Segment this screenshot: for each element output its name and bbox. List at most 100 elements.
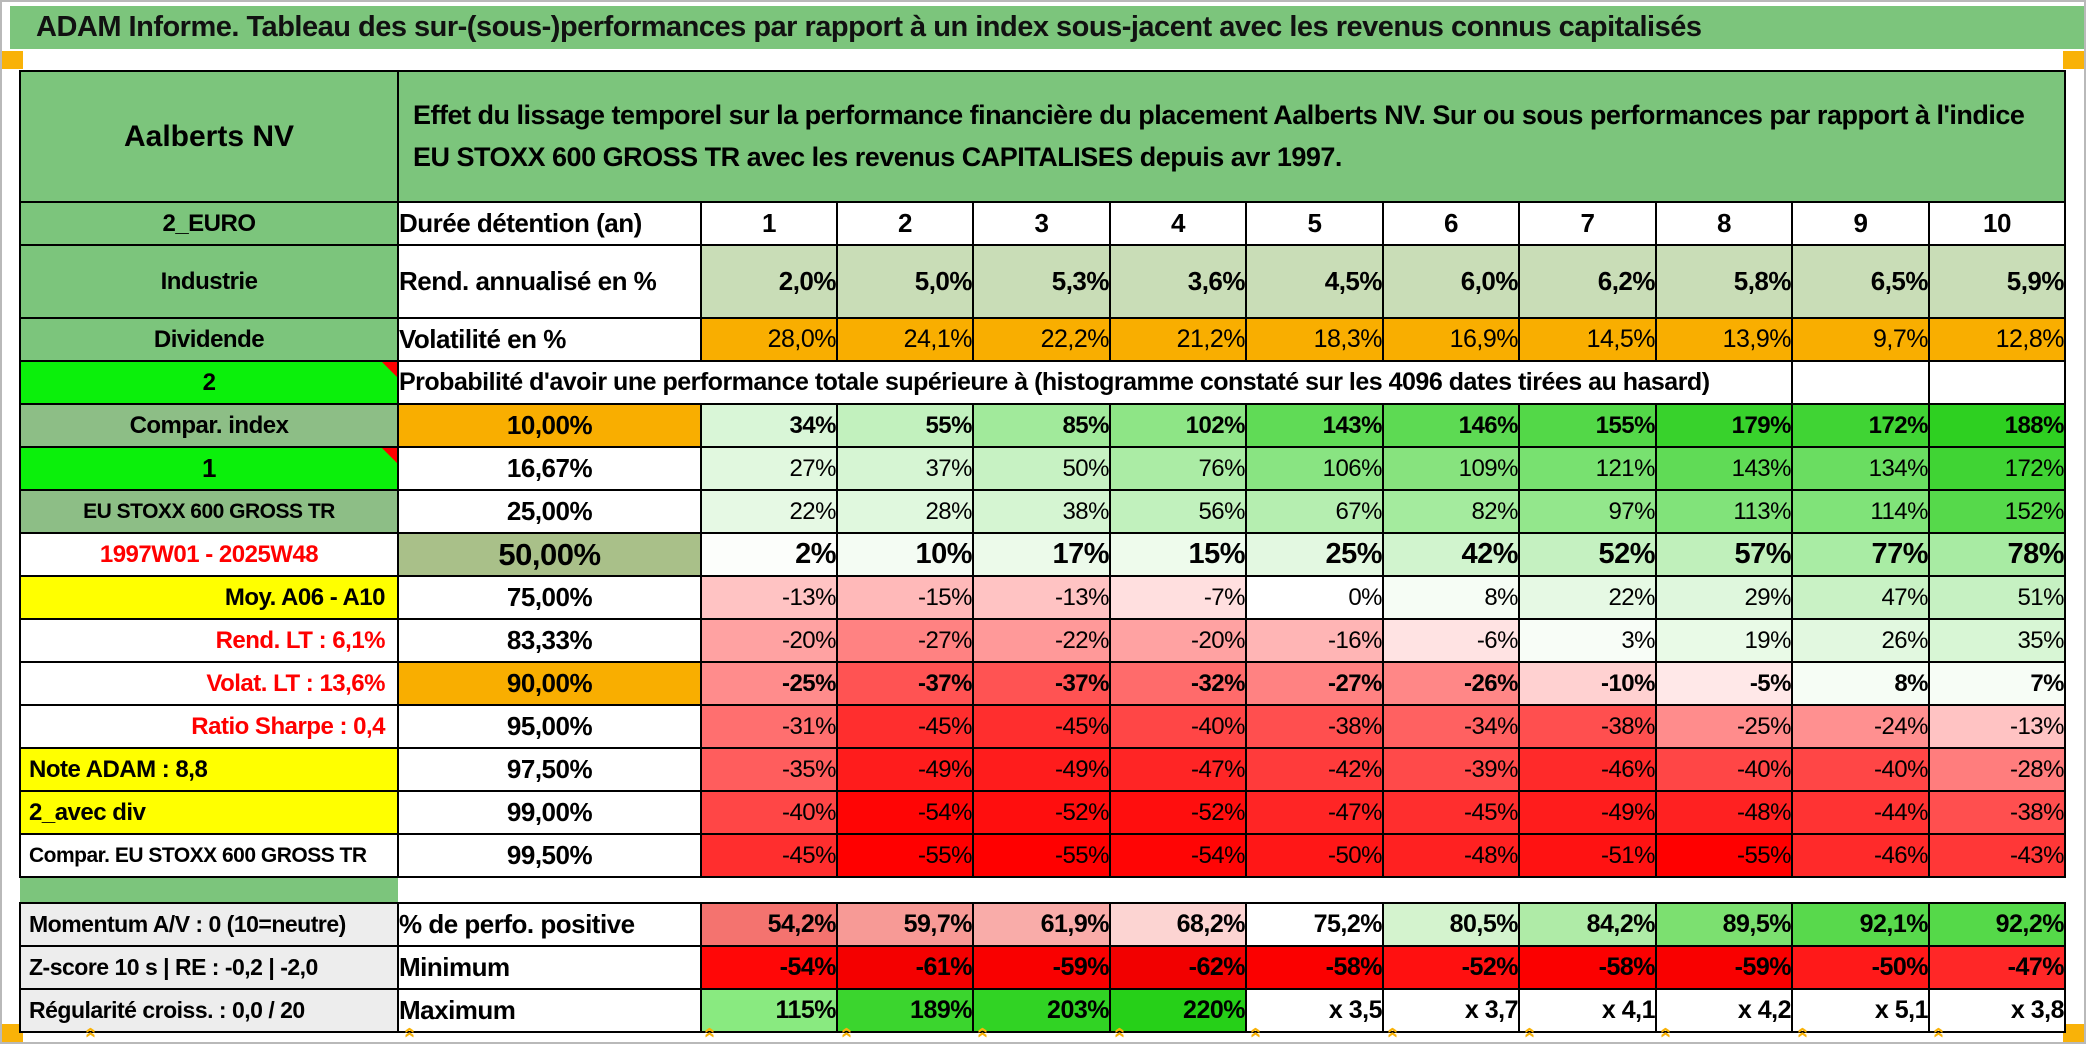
- cell-value-quantile-95-9[interactable]: -24%: [1791, 704, 1930, 749]
- cell-value-quantile-50-10[interactable]: 78%: [1928, 532, 2066, 577]
- cell-value-quantile-75-9[interactable]: 47%: [1791, 575, 1930, 620]
- cell-value-quantile-16-2[interactable]: 37%: [836, 446, 974, 491]
- cell-value-maximum-7[interactable]: x 4,1: [1518, 988, 1657, 1033]
- cell-value-quantile-25-5[interactable]: 67%: [1245, 489, 1384, 534]
- cell-label-volatilite[interactable]: Dividende: [19, 317, 399, 362]
- cell-value-quantile-25-1[interactable]: 22%: [700, 489, 838, 534]
- cell-value-perfo-positive-9[interactable]: 92,1%: [1791, 902, 1930, 947]
- cell-threshold-quantile-95[interactable]: 95,00%: [397, 704, 702, 749]
- cell-value-quantile-83-4[interactable]: -20%: [1109, 618, 1247, 663]
- cell-value-quantile-99-2[interactable]: -54%: [836, 790, 974, 835]
- cell-value-quantile-16-5[interactable]: 106%: [1245, 446, 1384, 491]
- cell-value-rendement-annualise-10[interactable]: 5,9%: [1928, 244, 2066, 319]
- cell-value-minimum-7[interactable]: -58%: [1518, 945, 1657, 990]
- cell-value-quantile-95-2[interactable]: -45%: [836, 704, 974, 749]
- cell-value-quantile-16-8[interactable]: 143%: [1655, 446, 1793, 491]
- cell-value-rendement-annualise-9[interactable]: 6,5%: [1791, 244, 1930, 319]
- cell-value-quantile-995-4[interactable]: -54%: [1109, 833, 1247, 878]
- cell-value-quantile-25-4[interactable]: 56%: [1109, 489, 1247, 534]
- cell-value-quantile-16-3[interactable]: 50%: [972, 446, 1111, 491]
- cell-threshold-minimum[interactable]: Minimum: [397, 945, 702, 990]
- cell-value-volatilite-2[interactable]: 24,1%: [836, 317, 974, 362]
- cell-value-quantile-95-10[interactable]: -13%: [1928, 704, 2066, 749]
- cell-value-quantile-975-9[interactable]: -40%: [1791, 747, 1930, 792]
- cell-value-quantile-90-9[interactable]: 8%: [1791, 661, 1930, 706]
- cell-value-quantile-10-3[interactable]: 85%: [972, 403, 1111, 448]
- cell-value-perfo-positive-6[interactable]: 80,5%: [1382, 902, 1520, 947]
- cell-value-maximum-9[interactable]: x 5,1: [1791, 988, 1930, 1033]
- cell-value-quantile-10-2[interactable]: 55%: [836, 403, 974, 448]
- cell-value-perfo-positive-4[interactable]: 68,2%: [1109, 902, 1247, 947]
- cell-label-quantile-25[interactable]: EU STOXX 600 GROSS TR: [19, 489, 399, 534]
- cell-value-quantile-99-5[interactable]: -47%: [1245, 790, 1384, 835]
- cell-value-quantile-90-7[interactable]: -10%: [1518, 661, 1657, 706]
- cell-value-quantile-83-7[interactable]: 3%: [1518, 618, 1657, 663]
- cell-value-quantile-75-2[interactable]: -15%: [836, 575, 974, 620]
- cell-value-quantile-975-8[interactable]: -40%: [1655, 747, 1793, 792]
- cell-value-maximum-3[interactable]: 203%: [972, 988, 1111, 1033]
- cell-value-duree-detention-8[interactable]: 8: [1655, 201, 1793, 246]
- cell-threshold-quantile-75[interactable]: 75,00%: [397, 575, 702, 620]
- cell-threshold-quantile-16[interactable]: 16,67%: [397, 446, 702, 491]
- cell-label-rendement-annualise[interactable]: Industrie: [19, 244, 399, 319]
- cell-value-quantile-75-3[interactable]: -13%: [972, 575, 1111, 620]
- cell-value-maximum-5[interactable]: x 3,5: [1245, 988, 1384, 1033]
- cell-value-quantile-90-10[interactable]: 7%: [1928, 661, 2066, 706]
- cell-label-quantile-90[interactable]: Volat. LT : 13,6%: [19, 661, 399, 706]
- cell-value-quantile-975-2[interactable]: -49%: [836, 747, 974, 792]
- cell-value-quantile-83-8[interactable]: 19%: [1655, 618, 1793, 663]
- cell-value-quantile-10-4[interactable]: 102%: [1109, 403, 1247, 448]
- cell-value-maximum-6[interactable]: x 3,7: [1382, 988, 1520, 1033]
- cell-value-quantile-50-8[interactable]: 57%: [1655, 532, 1793, 577]
- cell-value-quantile-95-6[interactable]: -34%: [1382, 704, 1520, 749]
- cell-value-quantile-99-6[interactable]: -45%: [1382, 790, 1520, 835]
- cell-value-quantile-83-3[interactable]: -22%: [972, 618, 1111, 663]
- cell-value-quantile-16-9[interactable]: 134%: [1791, 446, 1930, 491]
- cell-value-quantile-975-6[interactable]: -39%: [1382, 747, 1520, 792]
- cell-value-quantile-995-8[interactable]: -55%: [1655, 833, 1793, 878]
- empty-cell[interactable]: [1791, 360, 1930, 405]
- cell-value-quantile-25-10[interactable]: 152%: [1928, 489, 2066, 534]
- cell-value-quantile-90-4[interactable]: -32%: [1109, 661, 1247, 706]
- cell-value-duree-detention-10[interactable]: 10: [1928, 201, 2066, 246]
- cell-threshold-quantile-995[interactable]: 99,50%: [397, 833, 702, 878]
- cell-value-maximum-10[interactable]: x 3,8: [1928, 988, 2066, 1033]
- asset-name-cell[interactable]: Aalberts NV: [19, 70, 399, 203]
- cell-value-quantile-16-6[interactable]: 109%: [1382, 446, 1520, 491]
- cell-threshold-quantile-10[interactable]: 10,00%: [397, 403, 702, 448]
- cell-label-quantile-83[interactable]: Rend. LT : 6,1%: [19, 618, 399, 663]
- cell-value-quantile-83-5[interactable]: -16%: [1245, 618, 1384, 663]
- cell-value-quantile-99-4[interactable]: -52%: [1109, 790, 1247, 835]
- cell-value-quantile-95-3[interactable]: -45%: [972, 704, 1111, 749]
- cell-value-quantile-83-10[interactable]: 35%: [1928, 618, 2066, 663]
- cell-threshold-quantile-99[interactable]: 99,00%: [397, 790, 702, 835]
- cell-threshold-quantile-90[interactable]: 90,00%: [397, 661, 702, 706]
- probability-note-cell[interactable]: Probabilité d'avoir une performance tota…: [397, 360, 1793, 405]
- cell-value-quantile-16-4[interactable]: 76%: [1109, 446, 1247, 491]
- cell-threshold-perfo-positive[interactable]: % de perfo. positive: [397, 902, 702, 947]
- cell-label-quantile-75[interactable]: Moy. A06 - A10: [19, 575, 399, 620]
- cell-threshold-quantile-83[interactable]: 83,33%: [397, 618, 702, 663]
- description-cell[interactable]: Effet du lissage temporel sur la perform…: [397, 70, 2066, 203]
- cell-value-duree-detention-9[interactable]: 9: [1791, 201, 1930, 246]
- cell-value-rendement-annualise-6[interactable]: 6,0%: [1382, 244, 1520, 319]
- cell-value-quantile-75-6[interactable]: 8%: [1382, 575, 1520, 620]
- cell-value-quantile-95-8[interactable]: -25%: [1655, 704, 1793, 749]
- cell-value-quantile-995-7[interactable]: -51%: [1518, 833, 1657, 878]
- cell-value-quantile-25-2[interactable]: 28%: [836, 489, 974, 534]
- cell-value-volatilite-8[interactable]: 13,9%: [1655, 317, 1793, 362]
- cell-value-quantile-99-3[interactable]: -52%: [972, 790, 1111, 835]
- cell-value-quantile-16-7[interactable]: 121%: [1518, 446, 1657, 491]
- cell-value-quantile-25-3[interactable]: 38%: [972, 489, 1111, 534]
- cell-value-quantile-75-4[interactable]: -7%: [1109, 575, 1247, 620]
- cell-value-quantile-75-7[interactable]: 22%: [1518, 575, 1657, 620]
- cell-value-minimum-6[interactable]: -52%: [1382, 945, 1520, 990]
- cell-value-quantile-50-5[interactable]: 25%: [1245, 532, 1384, 577]
- cell-value-perfo-positive-5[interactable]: 75,2%: [1245, 902, 1384, 947]
- cell-value-quantile-90-2[interactable]: -37%: [836, 661, 974, 706]
- cell-value-quantile-99-7[interactable]: -49%: [1518, 790, 1657, 835]
- cell-value-quantile-995-1[interactable]: -45%: [700, 833, 838, 878]
- cell-value-minimum-9[interactable]: -50%: [1791, 945, 1930, 990]
- cell-value-rendement-annualise-7[interactable]: 6,2%: [1518, 244, 1657, 319]
- cell-value-quantile-995-6[interactable]: -48%: [1382, 833, 1520, 878]
